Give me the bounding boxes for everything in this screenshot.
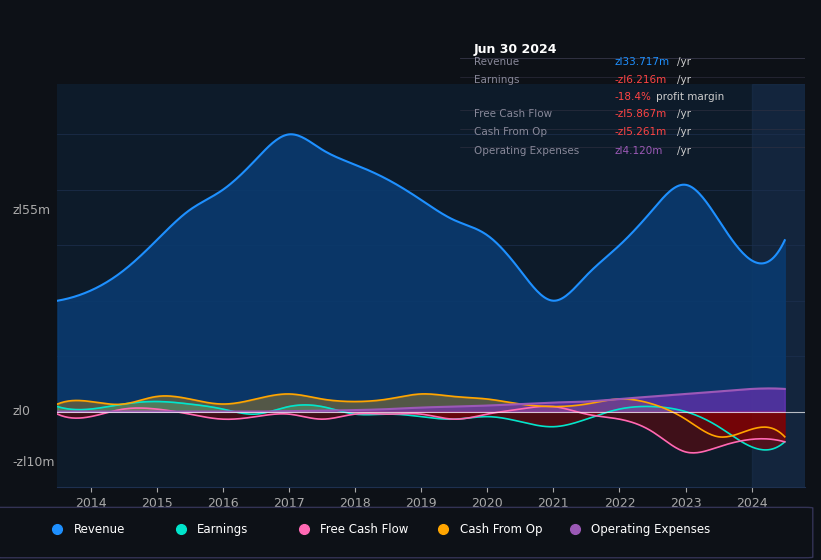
Text: /yr: /yr xyxy=(677,146,691,156)
Text: zl4.120m: zl4.120m xyxy=(615,146,663,156)
Text: Cash From Op: Cash From Op xyxy=(474,127,547,137)
Text: Free Cash Flow: Free Cash Flow xyxy=(474,109,552,119)
Text: zl33.717m: zl33.717m xyxy=(615,57,670,67)
Text: zl0: zl0 xyxy=(12,405,30,418)
Text: Revenue: Revenue xyxy=(74,522,126,536)
Text: -18.4%: -18.4% xyxy=(615,92,652,102)
Text: Revenue: Revenue xyxy=(474,57,519,67)
Text: profit margin: profit margin xyxy=(656,92,725,102)
Text: Free Cash Flow: Free Cash Flow xyxy=(320,522,409,536)
Text: /yr: /yr xyxy=(677,109,691,119)
Text: -zl6.216m: -zl6.216m xyxy=(615,75,667,85)
Text: Operating Expenses: Operating Expenses xyxy=(474,146,579,156)
Text: /yr: /yr xyxy=(677,75,691,85)
Text: Jun 30 2024: Jun 30 2024 xyxy=(474,43,557,56)
Text: Operating Expenses: Operating Expenses xyxy=(591,522,710,536)
Text: -zl10m: -zl10m xyxy=(12,455,55,469)
Text: zl55m: zl55m xyxy=(12,203,51,217)
Text: /yr: /yr xyxy=(677,127,691,137)
Text: Cash From Op: Cash From Op xyxy=(460,522,542,536)
Text: -zl5.867m: -zl5.867m xyxy=(615,109,667,119)
Text: Earnings: Earnings xyxy=(474,75,519,85)
Text: -zl5.261m: -zl5.261m xyxy=(615,127,667,137)
Text: /yr: /yr xyxy=(677,57,691,67)
Bar xyxy=(752,84,805,487)
Text: Earnings: Earnings xyxy=(197,522,249,536)
